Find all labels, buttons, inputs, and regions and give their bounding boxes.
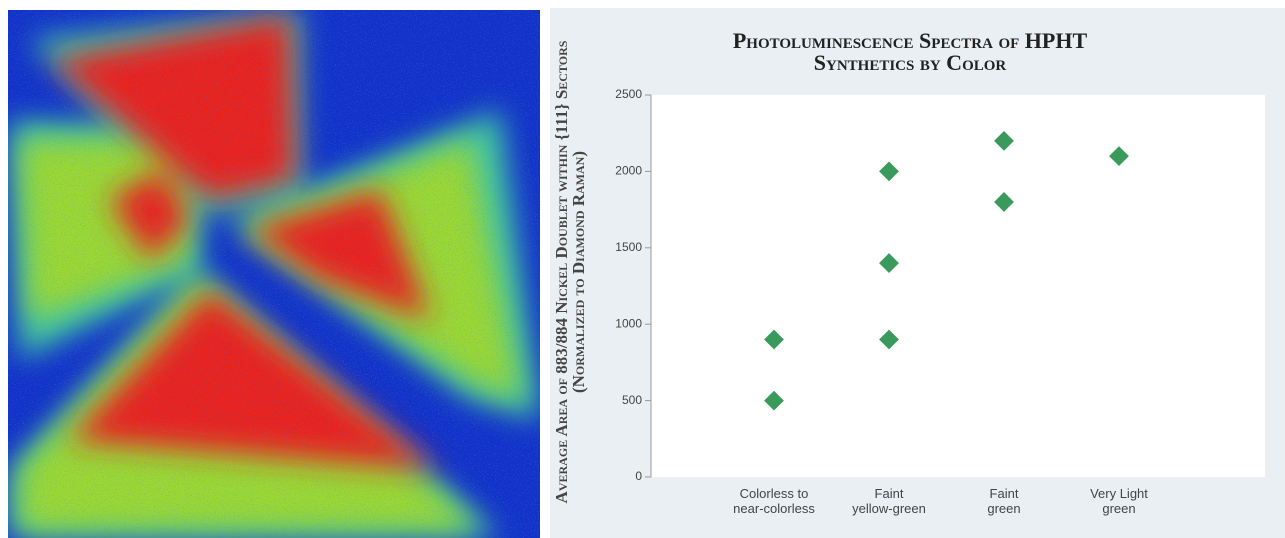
y-tick-label: 500	[622, 393, 642, 407]
y-axis-label: Average Area of 883/884 Nickel Doublet w…	[552, 40, 588, 504]
y-tick-label: 0	[635, 469, 642, 483]
marker	[764, 390, 784, 411]
marker	[879, 329, 899, 350]
y-tick-label: 1000	[615, 316, 642, 330]
x-tick-label: Colorless to near-colorless	[733, 486, 815, 516]
marker	[1109, 146, 1129, 167]
x-tick-label: Very Light green	[1090, 486, 1148, 516]
chart-title: Photoluminescence Spectra of HPHT Synthe…	[732, 28, 1088, 75]
luminescence-map	[8, 10, 540, 538]
plot-area	[651, 95, 1265, 477]
y-tick-label: 1500	[615, 240, 642, 254]
y-tick-label: 2000	[615, 164, 642, 178]
x-tick-label: Faint yellow-green	[852, 486, 926, 516]
marker	[764, 329, 784, 350]
x-tick-label: Faint green	[987, 486, 1021, 516]
marker	[879, 253, 899, 273]
y-tick-label: 2500	[615, 87, 642, 101]
